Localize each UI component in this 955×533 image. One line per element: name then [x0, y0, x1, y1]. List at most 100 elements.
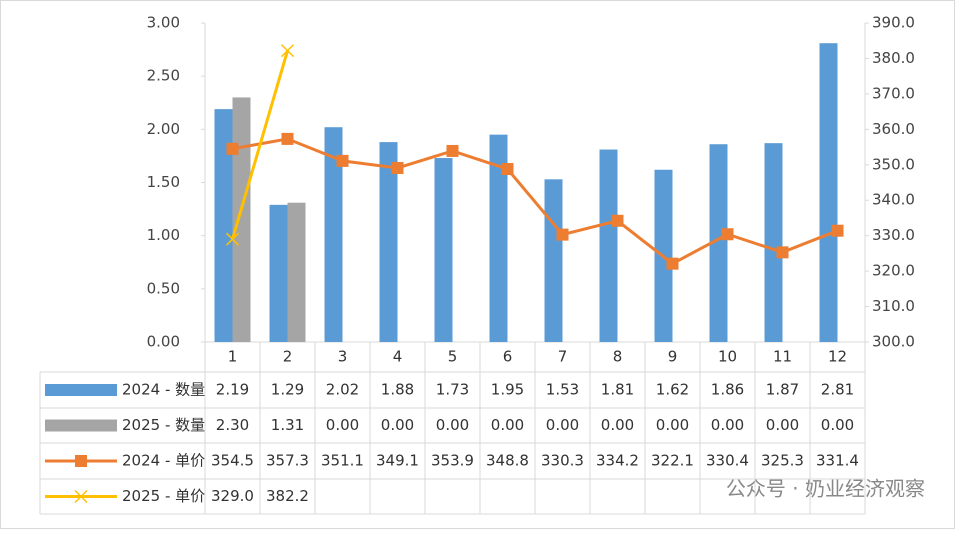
table-cell: 1.53	[546, 381, 579, 399]
legend-label: 2025 - 数量	[122, 416, 205, 434]
table-cell: 354.5	[211, 452, 254, 470]
table-cell: 1.95	[491, 381, 524, 399]
y2-tick-label: 360.0	[872, 120, 915, 138]
table-cell: 0.00	[766, 416, 799, 434]
marker	[336, 154, 349, 167]
legend-key	[45, 384, 117, 396]
table-cell: 0.00	[601, 416, 634, 434]
marker	[280, 44, 295, 58]
y-tick-label: 1.50	[147, 173, 180, 191]
bar	[544, 179, 563, 342]
table-cell: 2.30	[216, 416, 249, 434]
x-tick-label: 10	[718, 348, 737, 366]
bar	[269, 204, 288, 342]
table-cell: 330.3	[541, 452, 584, 470]
bar	[764, 143, 783, 342]
x-tick-label: 9	[668, 348, 678, 366]
table-cell: 1.88	[381, 381, 414, 399]
table-cell: 2.19	[216, 381, 249, 399]
y-tick-label: 2.00	[147, 120, 180, 138]
table-cell: 0.00	[491, 416, 524, 434]
x-tick-label: 6	[503, 348, 513, 366]
line	[231, 50, 289, 240]
bar	[379, 142, 398, 342]
marker	[831, 224, 844, 237]
y-tick-label: 0.00	[147, 333, 180, 351]
bar	[232, 97, 251, 342]
legend-marker	[75, 455, 87, 467]
x-tick-label: 3	[338, 348, 348, 366]
table-cell: 0.00	[436, 416, 469, 434]
bar	[434, 158, 453, 342]
marker	[225, 232, 240, 246]
bar	[489, 134, 508, 342]
table-cell: 322.1	[651, 452, 694, 470]
marker	[446, 144, 459, 157]
table-cell: 0.00	[711, 416, 744, 434]
y-tick-label: 2.50	[147, 67, 180, 85]
watermark: 公众号 · 奶业经济观察	[726, 477, 925, 501]
table-cell: 0.00	[821, 416, 854, 434]
marker	[556, 228, 569, 241]
y2-tick-label: 380.0	[872, 49, 915, 67]
x-tick-label: 4	[393, 348, 403, 366]
marker	[776, 246, 789, 259]
marker	[281, 132, 294, 145]
y2-tick-label: 310.0	[872, 297, 915, 315]
bar	[709, 144, 728, 342]
bar	[287, 202, 306, 342]
y2-tick-label: 370.0	[872, 84, 915, 102]
legend-label: 2025 - 单价	[122, 487, 205, 505]
legend-label: 2024 - 数量	[122, 381, 205, 399]
y-tick-label: 0.50	[147, 279, 180, 297]
x-tick-label: 2	[283, 348, 293, 366]
x-tick-label: 1	[228, 348, 238, 366]
y2-tick-label: 330.0	[872, 226, 915, 244]
y2-tick-label: 350.0	[872, 155, 915, 173]
table-cell: 325.3	[761, 452, 804, 470]
table-cell: 329.0	[211, 487, 254, 505]
table-cell: 334.2	[596, 452, 639, 470]
bar	[819, 43, 838, 342]
table-cell: 0.00	[326, 416, 359, 434]
x-tick-label: 11	[773, 348, 792, 366]
table-cell: 353.9	[431, 452, 474, 470]
table-cell: 1.87	[766, 381, 799, 399]
marker	[611, 214, 624, 227]
legend-marker	[74, 489, 88, 504]
x-tick-label: 8	[613, 348, 623, 366]
table-cell: 1.86	[711, 381, 744, 399]
marker	[666, 257, 679, 270]
marker	[501, 163, 514, 176]
x-tick-label: 5	[448, 348, 458, 366]
y-tick-label: 1.00	[147, 226, 180, 244]
table-cell: 331.4	[816, 452, 859, 470]
table-cell: 382.2	[266, 487, 309, 505]
table-cell: 1.81	[601, 381, 634, 399]
y-tick-label: 3.00	[147, 14, 180, 32]
table-cell: 351.1	[321, 452, 364, 470]
table-cell: 2.02	[326, 381, 359, 399]
x-tick-label: 7	[558, 348, 568, 366]
table-cell: 1.31	[271, 416, 304, 434]
legend-label: 2024 - 单价	[122, 452, 205, 470]
table-cell: 330.4	[706, 452, 749, 470]
marker	[226, 142, 239, 155]
table-cell: 1.29	[271, 381, 304, 399]
table-cell: 1.62	[656, 381, 689, 399]
legend-key	[45, 419, 117, 432]
y2-tick-label: 390.0	[872, 14, 915, 32]
y2-tick-label: 340.0	[872, 191, 915, 209]
table-cell: 0.00	[546, 416, 579, 434]
table-cell: 357.3	[266, 452, 309, 470]
x-tick-label: 12	[828, 348, 847, 366]
bar	[214, 109, 233, 342]
marker	[721, 228, 734, 241]
table-cell: 349.1	[376, 452, 419, 470]
bar	[324, 127, 343, 342]
table-cell: 348.8	[486, 452, 529, 470]
line	[232, 137, 839, 266]
table-cell: 0.00	[656, 416, 689, 434]
